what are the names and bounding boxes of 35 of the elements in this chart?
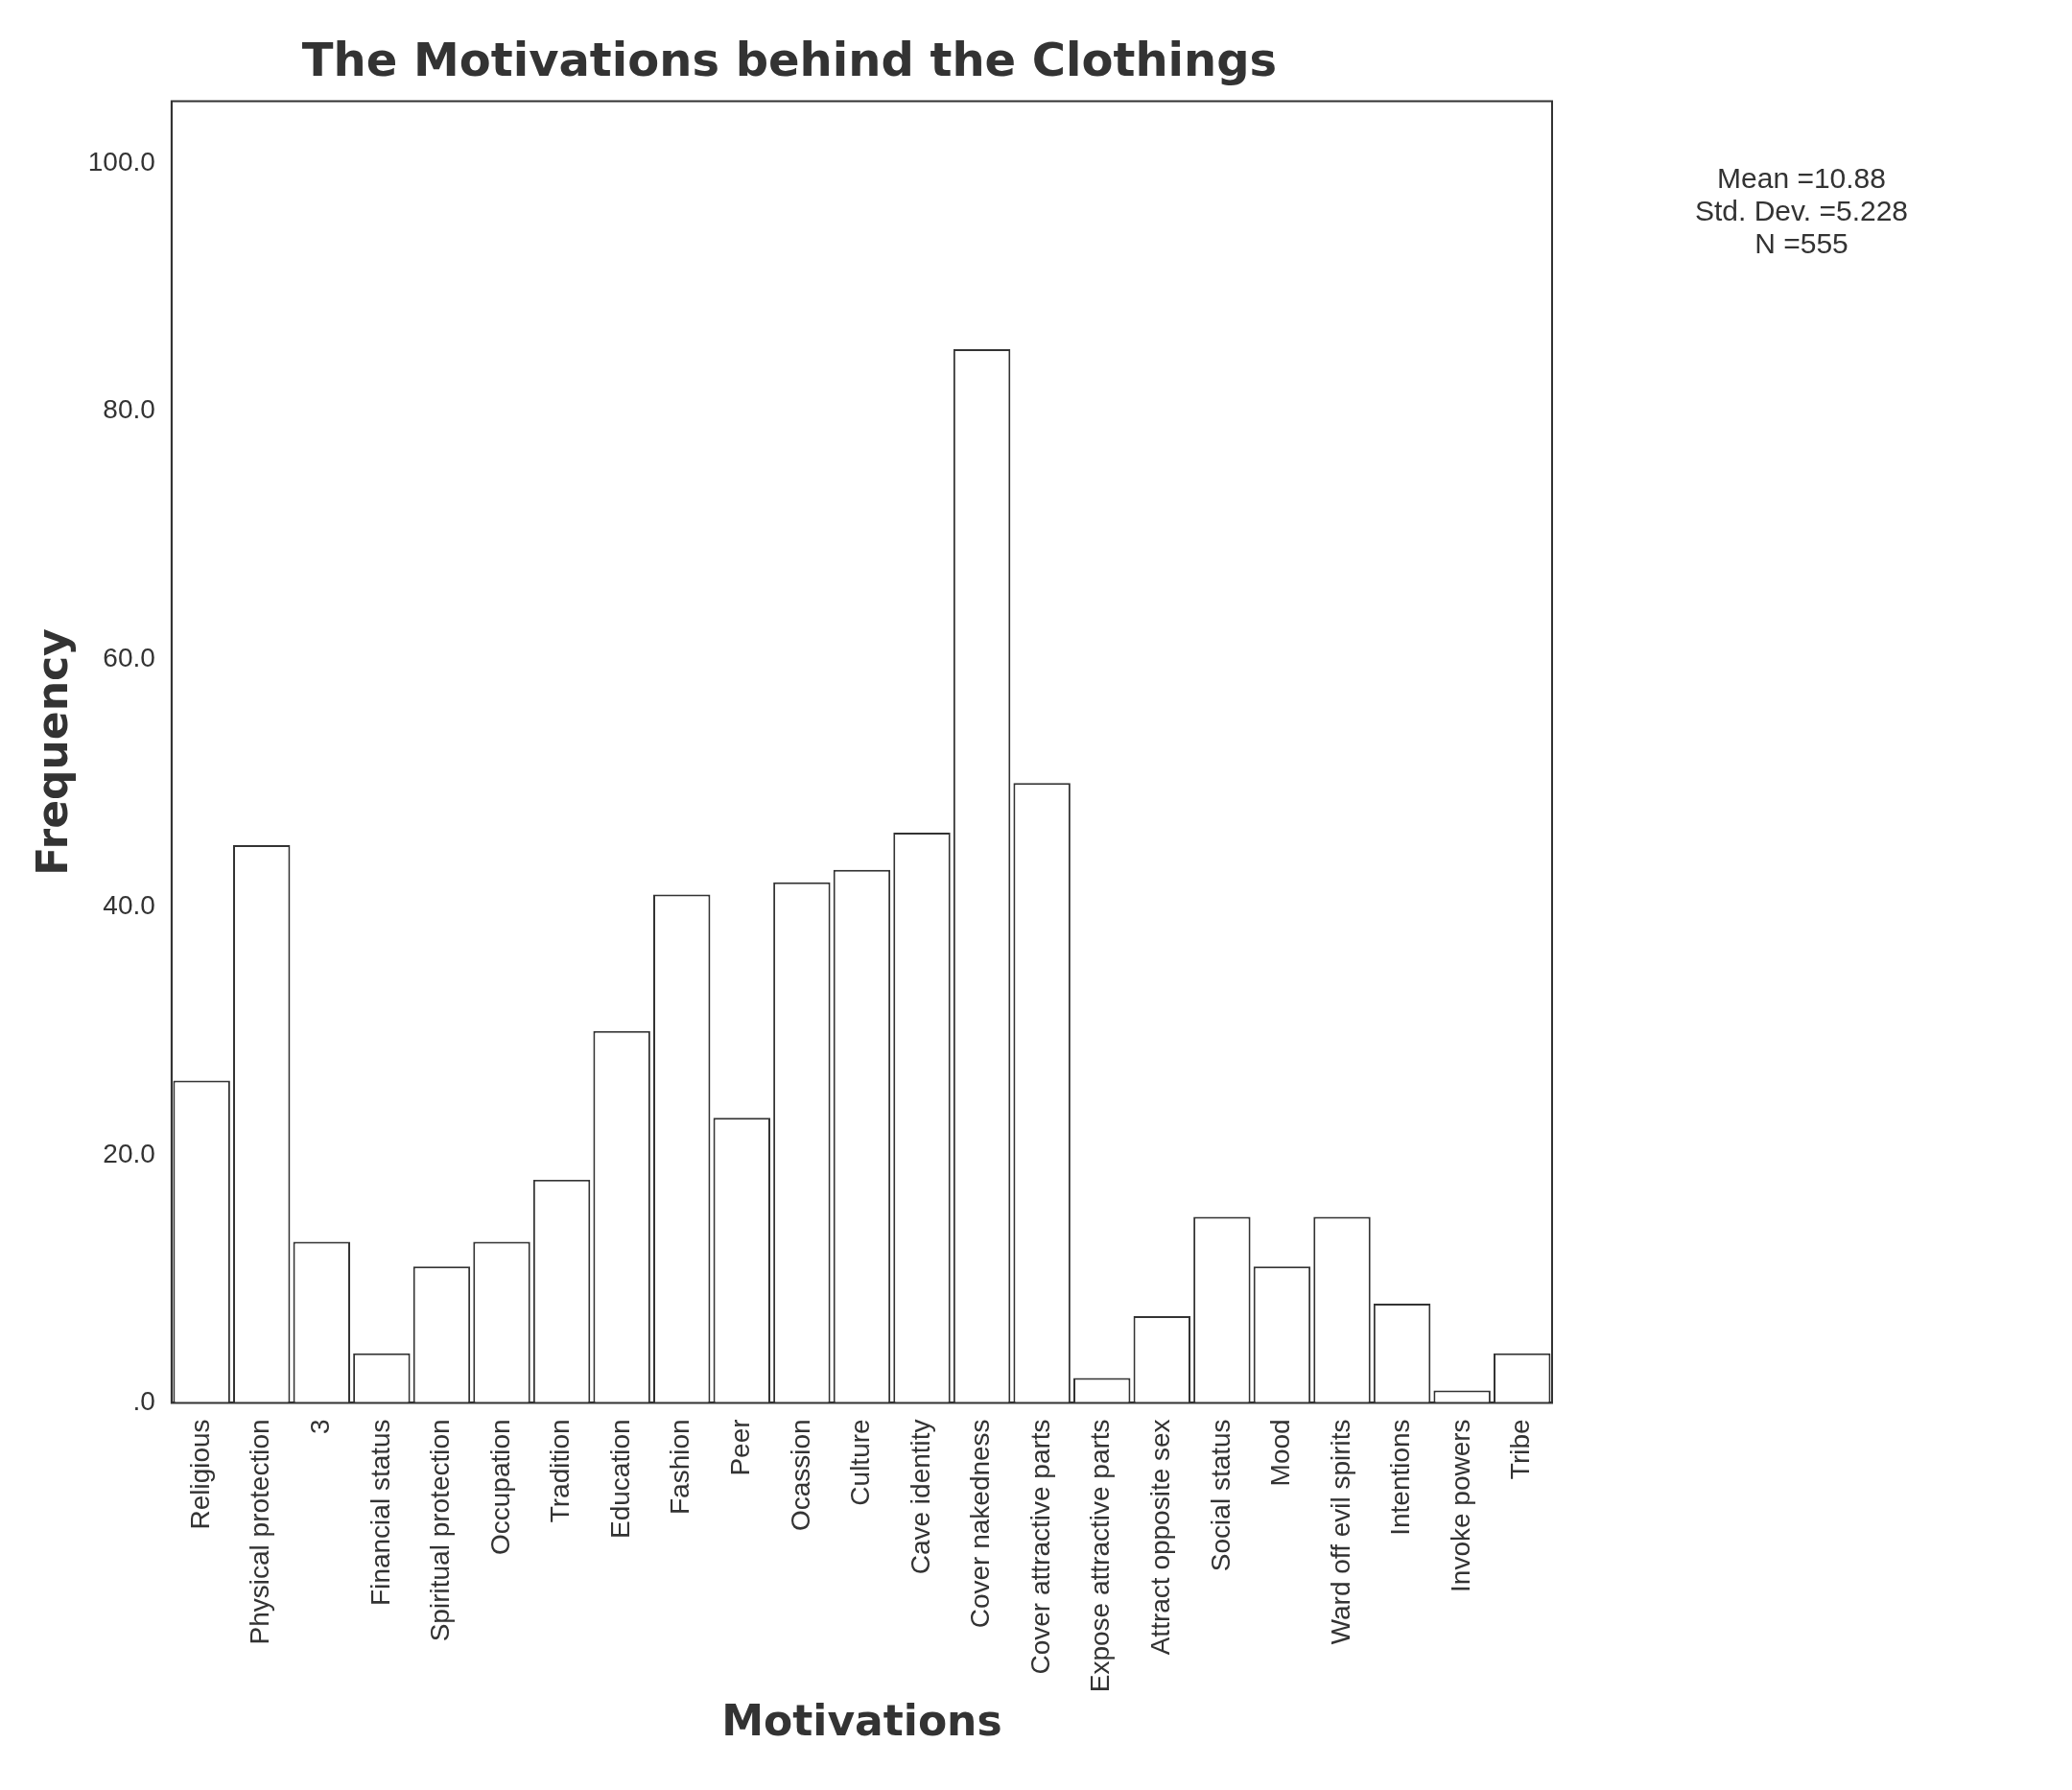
x-tick-label: Mood xyxy=(1265,1419,1296,1487)
x-tick-label: Tradition xyxy=(545,1419,576,1523)
y-axis-title: Frequency xyxy=(27,628,77,876)
text: Mean =10.88 xyxy=(1717,161,1886,194)
chart-title: The Motivations behind the Clothings xyxy=(301,33,1278,87)
y-tick-label: 40.0 xyxy=(103,890,155,921)
x-tick-label: Cover nakedness xyxy=(965,1419,996,1629)
y-tick-label: 100.0 xyxy=(87,146,155,177)
x-tick-label: Financial status xyxy=(365,1419,395,1606)
x-tick-label: Attract opposite sex xyxy=(1145,1419,1176,1656)
x-tick-label: Spiritual protection xyxy=(425,1419,456,1642)
x-tick-label: Ward off evil spirits xyxy=(1325,1419,1355,1645)
y-tick-label: .0 xyxy=(132,1386,155,1417)
x-tick-label: Peer xyxy=(725,1419,756,1476)
x-tick-label: Cover attractive parts xyxy=(1024,1419,1055,1675)
y-tick-label: 20.0 xyxy=(103,1138,155,1168)
y-tick-label: 80.0 xyxy=(103,394,155,425)
x-tick-label: Social status xyxy=(1205,1419,1236,1572)
x-tick-label: Intentions xyxy=(1385,1419,1416,1536)
x-axis-title: Motivations xyxy=(721,1696,1002,1746)
text: N =555 xyxy=(1754,226,1848,259)
x-tick-label: Physical protection xyxy=(245,1419,275,1645)
x-tick-label: Education xyxy=(604,1419,635,1539)
x-tick-label: Fashion xyxy=(665,1419,695,1516)
text: Std. Dev. =5.228 xyxy=(1694,194,1909,226)
x-tick-label: Expose attractive parts xyxy=(1085,1419,1116,1693)
y-tick-label: 60.0 xyxy=(103,642,155,672)
x-tick-label: 3 xyxy=(305,1419,336,1434)
x-tick-label: Religious xyxy=(184,1419,215,1530)
x-tick-label: Cave identity xyxy=(905,1419,935,1575)
x-tick-label: Tribe xyxy=(1505,1419,1536,1480)
x-tick-label: Invoke powers xyxy=(1445,1419,1475,1592)
x-tick-label: Occupation xyxy=(484,1419,515,1556)
x-tick-label: Ocassion xyxy=(785,1419,815,1532)
x-tick-label: Culture xyxy=(845,1419,876,1506)
